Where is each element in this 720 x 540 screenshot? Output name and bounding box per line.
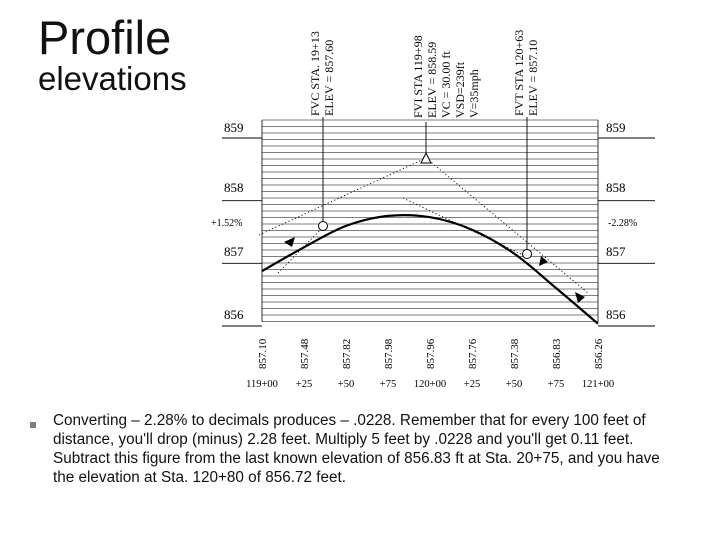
bottom-elevation-label: 856.26 (593, 338, 605, 369)
pvt-marker (522, 249, 532, 259)
pvt-elevation-text: ELEV = 857.10 (526, 40, 540, 116)
elev-label-859-left: 859 (224, 120, 244, 135)
bottom-elevation-label: 857.76 (467, 338, 479, 369)
bottom-elevation-label: 856.83 (551, 338, 563, 369)
station-label: +75 (380, 379, 396, 390)
elev-label-859-right: 859 (606, 120, 626, 135)
pvc-station-text: FVC STA. 19+13 (308, 31, 322, 116)
elev-label-857-right: 857 (606, 244, 626, 259)
grade-label-left: +1.52% (211, 218, 242, 229)
elev-label-858-left: 858 (224, 180, 244, 195)
pvt-station-text: FVT STA 120+63 (512, 30, 526, 116)
bullet-marker (30, 422, 36, 428)
station-label: +50 (506, 379, 522, 390)
station-label: 121+00 (582, 379, 614, 390)
pvi-vsd-text: VSD=239ft (453, 61, 467, 118)
station-label: 120+00 (414, 379, 446, 390)
bottom-elevation-label: 857.82 (341, 339, 353, 369)
pvi-speed-text: V=35mph (467, 69, 481, 118)
station-label: +25 (296, 379, 312, 390)
explanation-text: Converting – 2.28% to decimals produces … (53, 412, 660, 486)
station-label: +25 (464, 379, 480, 390)
tangent-line-right (425, 157, 589, 294)
pvi-marker (420, 151, 432, 164)
bottom-elevation-label: 857.38 (509, 338, 521, 369)
vertical-curve (261, 213, 599, 325)
elev-label-858-right: 858 (606, 180, 626, 195)
grade-label-right: -2.28% (608, 218, 637, 229)
arrow-right (539, 256, 548, 266)
bottom-elevation-label: 857.96 (425, 338, 437, 369)
station-label: +50 (338, 379, 354, 390)
bottom-elevation-label: 857.98 (383, 338, 395, 369)
pvi-elevation-text: ELEV = 858.59 (425, 42, 439, 118)
pvi-station-text: FVI STA 119+98 (411, 35, 425, 118)
grid-lines (222, 119, 655, 327)
station-label: 119+00 (246, 379, 278, 390)
elev-label-857-left: 857 (224, 244, 244, 259)
station-label: +75 (548, 379, 564, 390)
pvc-elevation-text: ELEV = 857.60 (322, 40, 336, 116)
pvc-marker (318, 221, 328, 231)
elev-label-856-right: 856 (606, 307, 626, 322)
title-elevations: elevations (38, 60, 187, 97)
elev-label-856-left: 856 (224, 307, 244, 322)
pvi-vc-text: VC = 30.00 ft (439, 51, 453, 118)
tangent-line-left (258, 157, 427, 236)
title-profile: Profile (38, 11, 172, 64)
arrow-left (284, 237, 295, 247)
bottom-elevation-label: 857.48 (299, 338, 311, 369)
bottom-elevation-label: 857.10 (257, 338, 269, 369)
arrow-end (575, 292, 585, 303)
grade-line-ext-left (277, 221, 329, 274)
